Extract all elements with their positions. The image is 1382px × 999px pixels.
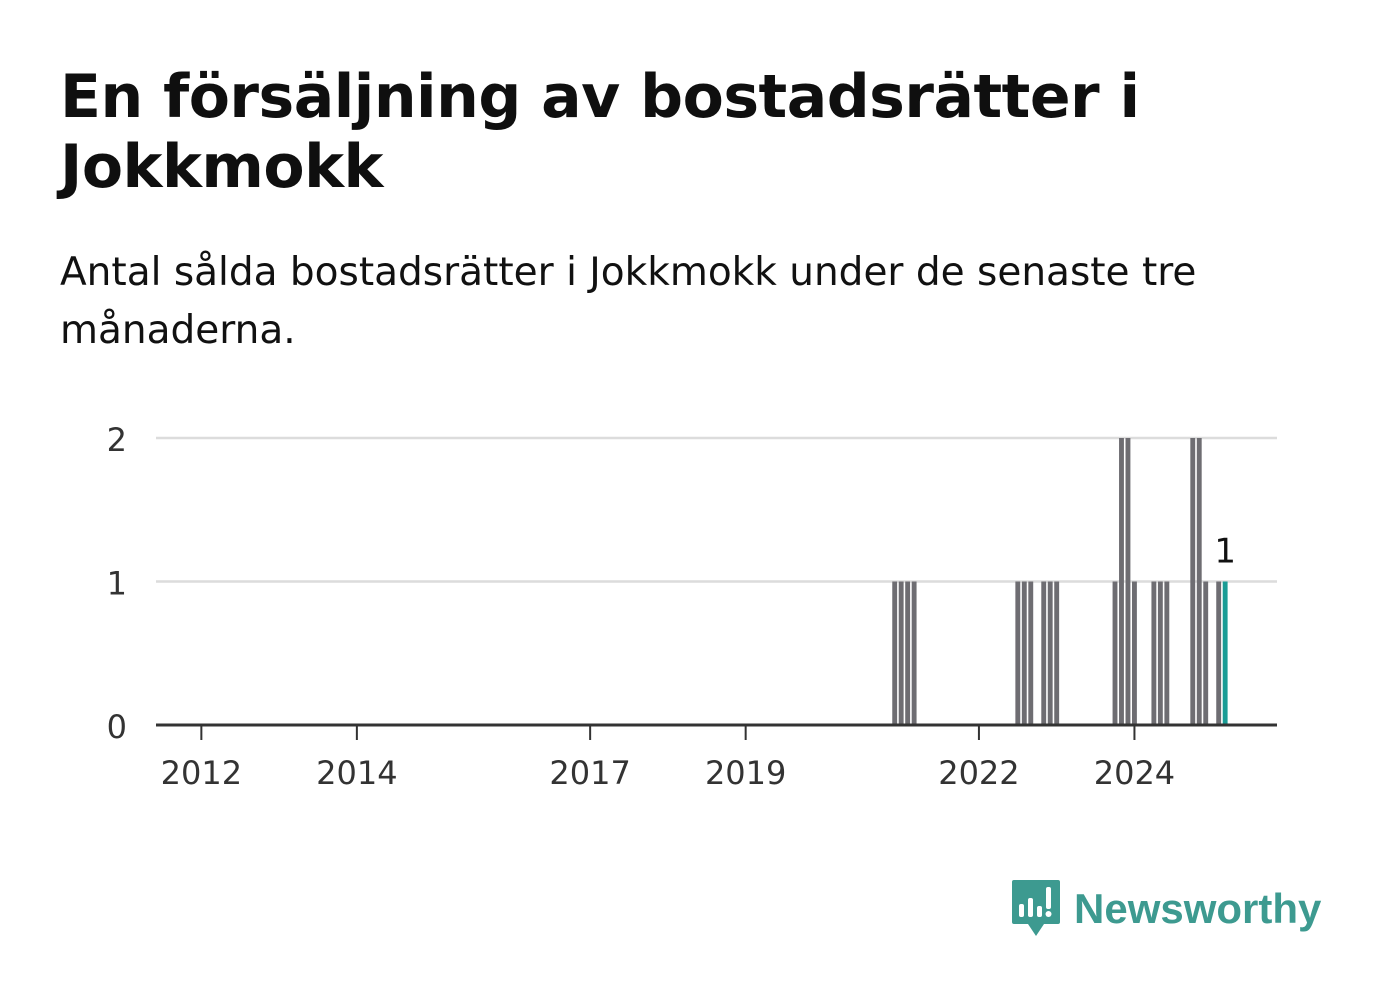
bar	[1021, 581, 1027, 725]
bar	[1047, 581, 1053, 725]
bar	[1054, 581, 1060, 725]
data-label: 1	[1214, 532, 1236, 572]
y-tick-label: 1	[107, 565, 127, 603]
bar	[1112, 581, 1118, 725]
bar	[1151, 581, 1157, 725]
bar	[1041, 581, 1047, 725]
bar-highlight	[1222, 581, 1228, 725]
bar	[1119, 438, 1124, 725]
x-tick-label: 2019	[705, 754, 786, 792]
bar	[1157, 581, 1163, 725]
newsworthy-logo: Newsworthy	[1010, 878, 1321, 940]
bar-chart-speech-bubble-icon	[1012, 880, 1060, 936]
bar	[1015, 581, 1021, 725]
chart-title: En försäljning av bostadsrätter i Jokkmo…	[60, 62, 1140, 202]
x-tick-label: 2012	[161, 754, 242, 792]
bar	[1196, 438, 1202, 725]
bar	[905, 581, 911, 725]
x-tick-label: 2017	[549, 754, 630, 792]
y-tick-label: 2	[107, 421, 127, 459]
x-tick-label: 2014	[316, 754, 397, 792]
bar	[911, 581, 917, 725]
x-tick-label: 2022	[938, 754, 1019, 792]
brand-name: Newsworthy	[1074, 885, 1322, 932]
x-tick-label: 2024	[1094, 754, 1175, 792]
bar	[1203, 581, 1209, 725]
bar	[892, 581, 898, 725]
bar	[1028, 581, 1034, 725]
y-tick-label: 0	[107, 708, 127, 746]
bar	[1125, 438, 1131, 725]
bar	[898, 581, 904, 725]
bar	[1164, 581, 1170, 725]
bar-chart: 0 1 2 1 2012 2014 2017 2019 2022 2024	[107, 421, 1277, 792]
bar	[1216, 581, 1222, 725]
chart-subtitle: Antal sålda bostadsrätter i Jokkmokk und…	[60, 250, 1197, 353]
bar	[1190, 438, 1196, 725]
bar	[1132, 581, 1137, 725]
